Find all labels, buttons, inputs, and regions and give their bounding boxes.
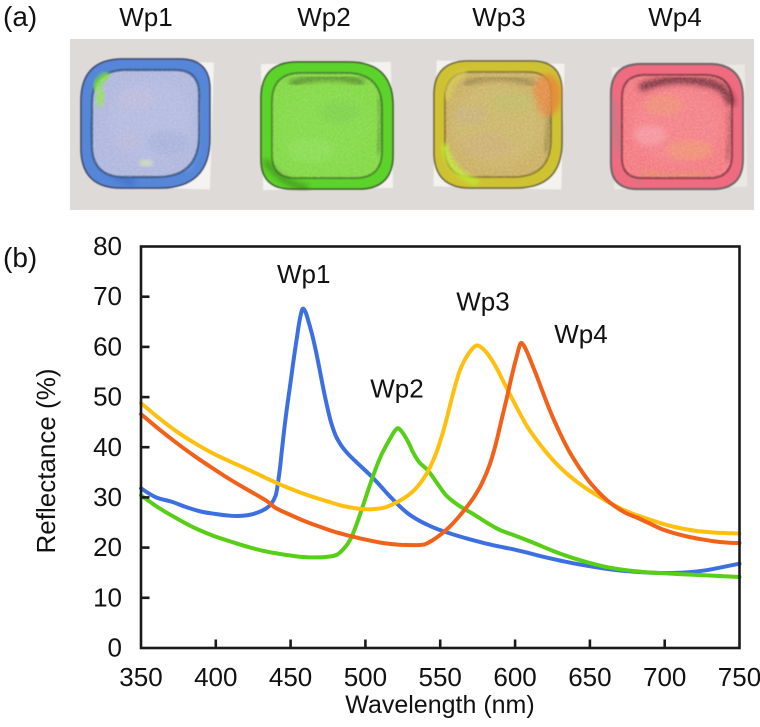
svg-text:70: 70	[93, 281, 122, 311]
svg-text:(a): (a)	[3, 1, 37, 32]
svg-text:Wp3: Wp3	[472, 2, 525, 32]
svg-text:Wp3: Wp3	[456, 287, 509, 317]
svg-text:60: 60	[93, 331, 122, 361]
svg-text:500: 500	[344, 662, 387, 692]
svg-text:(b): (b)	[3, 242, 37, 273]
svg-text:0: 0	[108, 633, 122, 663]
svg-text:10: 10	[93, 582, 122, 612]
svg-text:Wp4: Wp4	[554, 319, 607, 349]
svg-text:30: 30	[93, 482, 122, 512]
svg-text:Wp1: Wp1	[277, 259, 330, 289]
svg-text:750: 750	[718, 662, 760, 692]
svg-text:Wp2: Wp2	[297, 2, 350, 32]
svg-text:700: 700	[643, 662, 686, 692]
svg-text:40: 40	[93, 432, 122, 462]
svg-text:Wp4: Wp4	[648, 2, 701, 32]
svg-text:50: 50	[93, 382, 122, 412]
svg-text:Wp1: Wp1	[119, 2, 172, 32]
svg-text:350: 350	[119, 662, 162, 692]
svg-text:20: 20	[93, 532, 122, 562]
svg-text:80: 80	[93, 231, 122, 261]
svg-text:600: 600	[493, 662, 536, 692]
svg-text:Wp2: Wp2	[370, 374, 423, 404]
svg-text:Reflectance (%): Reflectance (%)	[31, 369, 61, 554]
svg-text:400: 400	[194, 662, 237, 692]
svg-text:550: 550	[419, 662, 462, 692]
svg-text:450: 450	[269, 662, 312, 692]
svg-text:650: 650	[568, 662, 611, 692]
svg-text:Wavelength (nm): Wavelength (nm)	[345, 691, 534, 719]
